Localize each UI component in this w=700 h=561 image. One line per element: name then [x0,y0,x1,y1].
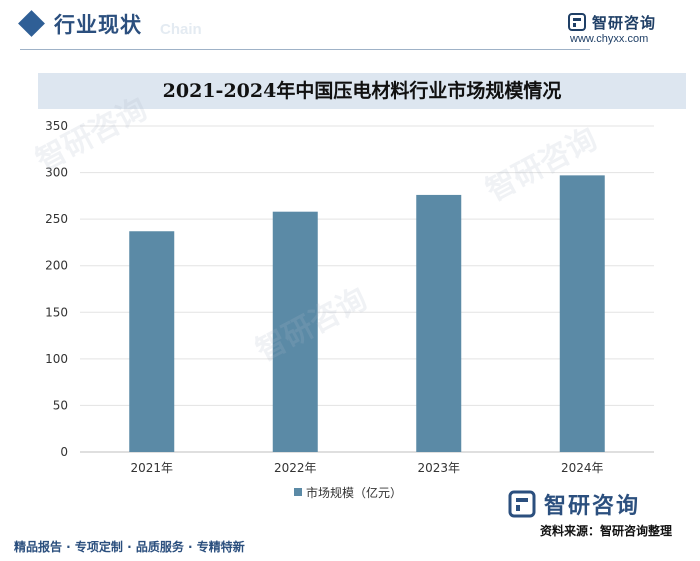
y-tick-label: 300 [45,166,68,180]
x-tick-label: 2023年 [417,461,460,475]
y-tick-label: 150 [45,305,68,319]
source-note: 资料来源：智研咨询整理 [540,524,673,538]
section-subtitle: Chain [160,21,202,38]
footer-brand-name: 智研咨询 [544,494,641,519]
footer-tagline: 精品报告 · 专项定制 · 品质服务 · 专精特新 [14,540,245,554]
header-divider [20,49,590,50]
bar [559,175,605,452]
legend-swatch [294,488,302,496]
y-tick-label: 250 [45,212,68,226]
x-tick-label: 2022年 [274,461,317,475]
chart-panel: 2021-2024年中国压电材料行业市场规模情况 0 50 100 150 200 250… [14,62,694,534]
y-tick-label: 50 [53,398,68,412]
legend-label: 市场规模（亿元） [306,485,402,500]
bar [129,231,175,452]
y-tick-label: 100 [45,352,68,366]
footer-logo-icon [508,490,536,518]
chart-title: 2021-2024年中国压电材料行业市场规模情况 [162,80,562,102]
y-tick-label: 0 [60,445,68,459]
x-tick-label: 2024年 [561,461,604,475]
y-tick-label: 350 [45,119,68,133]
bar-chart: 0 50 100 150 200 250 300 350 2021年 2022年 2023年 2024… [45,119,654,500]
chart-title-bar: 2021-2024年中国压电材料行业市场规模情况 [38,73,686,109]
bar [272,211,318,452]
y-tick-label: 200 [45,259,68,273]
footer-brand: 智研咨询 [508,488,698,520]
bar [416,194,462,452]
section-title: 行业现状 [54,13,142,37]
brand-url: www.chyxx.com [570,33,649,45]
brand-block: 智研咨询 www.chyxx.com [568,12,688,50]
brand-logo-icon [568,13,586,31]
x-tick-label: 2021年 [130,461,173,475]
section-header: 行业现状 Chain 智研咨询 www.chyxx.com [0,0,700,52]
diamond-icon [18,10,45,37]
brand-name: 智研咨询 [592,14,657,32]
